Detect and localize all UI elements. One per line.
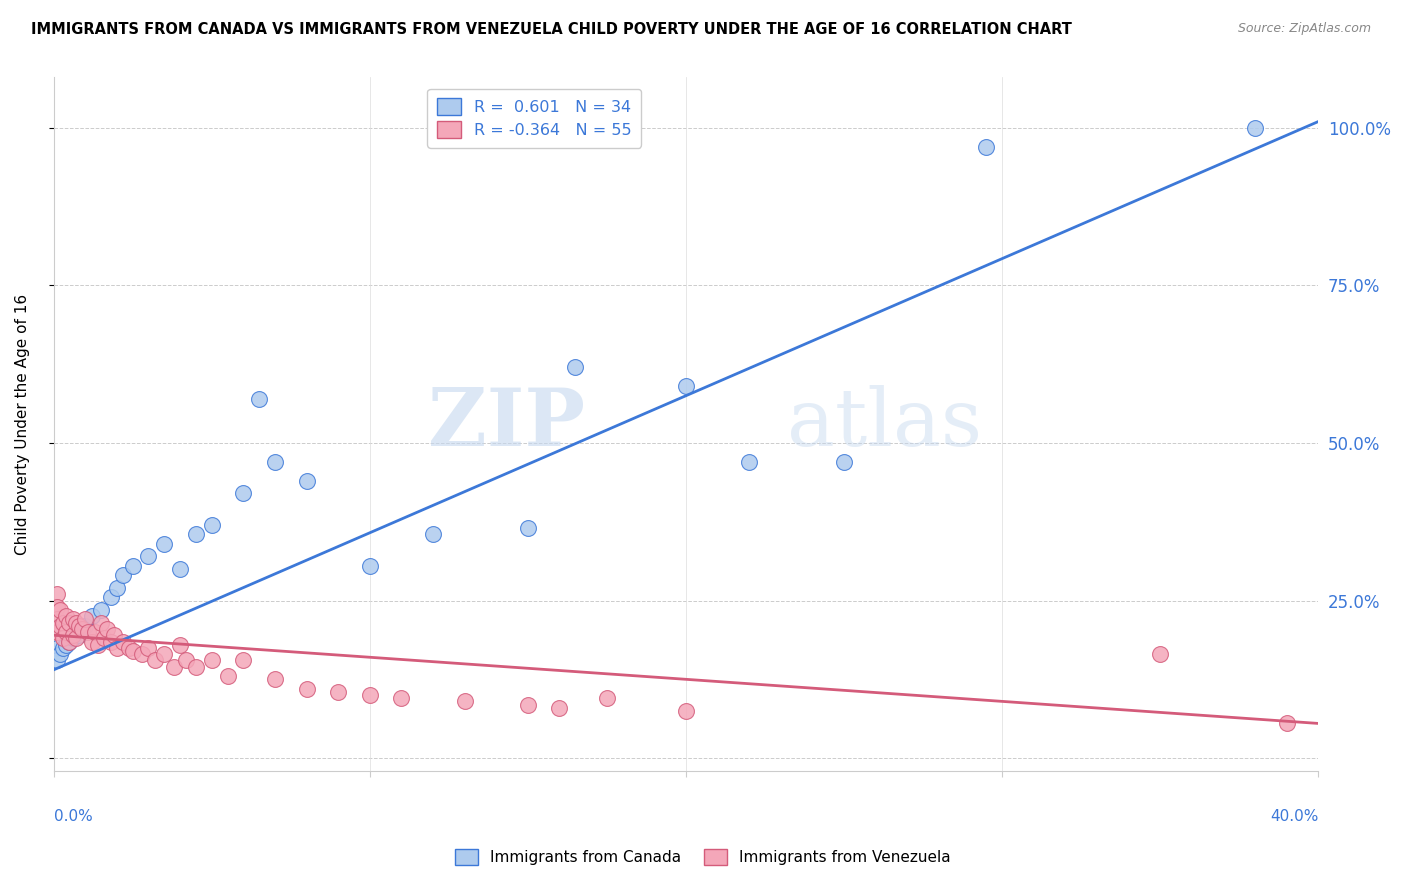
Text: atlas: atlas [787,385,983,463]
Point [70,622,93,636]
Point [93,632,115,646]
Point [176,653,198,667]
Point [328,685,350,699]
Point [49,647,72,661]
Point [138,640,160,655]
Point [52,640,75,655]
Point [100,634,122,648]
Point [45,640,67,655]
Point [75,612,97,626]
Point [143,653,166,667]
Point [232,653,254,667]
Point [675,704,697,718]
Legend: Immigrants from Canada, Immigrants from Venezuela: Immigrants from Canada, Immigrants from … [449,843,957,871]
Text: 40.0%: 40.0% [1270,809,1319,824]
Point [49,619,72,633]
Point [121,644,143,658]
Point [169,562,191,576]
Point [62,632,84,646]
Point [1275,716,1298,731]
Point [184,659,207,673]
Point [52,632,75,646]
Point [201,517,224,532]
Point [77,625,100,640]
Point [55,609,77,624]
Point [67,628,90,642]
Text: 0.0%: 0.0% [53,809,93,824]
Point [58,634,80,648]
Point [45,625,67,640]
Point [118,640,141,655]
Point [80,609,103,624]
Point [564,360,586,375]
Text: ZIP: ZIP [427,385,585,463]
Point [65,632,87,646]
Point [169,638,191,652]
Point [1244,120,1267,135]
Point [75,619,97,633]
Point [55,638,77,652]
Point [153,537,176,551]
Point [105,581,128,595]
Point [516,521,538,535]
Point [675,379,697,393]
Point [548,700,571,714]
Point [184,527,207,541]
Point [49,603,72,617]
Point [58,615,80,630]
Legend: R =  0.601   N = 34, R = -0.364   N = 55: R = 0.601 N = 34, R = -0.364 N = 55 [427,89,641,147]
Point [90,615,112,630]
Point [201,653,224,667]
Point [67,619,90,633]
Point [596,691,619,706]
Point [55,625,77,640]
Point [138,549,160,564]
Point [65,615,87,630]
Point [87,638,110,652]
Point [232,486,254,500]
Point [389,691,412,706]
Point [65,625,87,640]
Point [80,634,103,648]
Point [1149,647,1171,661]
Point [359,688,381,702]
Point [62,628,84,642]
Point [295,681,318,696]
Point [90,603,112,617]
Point [738,455,761,469]
Point [121,558,143,573]
Text: IMMIGRANTS FROM CANADA VS IMMIGRANTS FROM VENEZUELA CHILD POVERTY UNDER THE AGE : IMMIGRANTS FROM CANADA VS IMMIGRANTS FRO… [31,22,1071,37]
Point [100,591,122,605]
Point [58,634,80,648]
Point [112,568,135,582]
Point [264,455,287,469]
Point [217,669,239,683]
Point [453,694,475,708]
Y-axis label: Child Poverty Under the Age of 16: Child Poverty Under the Age of 16 [15,293,30,555]
Point [105,640,128,655]
Point [295,474,318,488]
Point [83,625,105,640]
Point [45,653,67,667]
Text: Source: ZipAtlas.com: Source: ZipAtlas.com [1237,22,1371,36]
Point [832,455,855,469]
Point [516,698,538,712]
Point [131,647,153,661]
Point [112,634,135,648]
Point [163,659,186,673]
Point [247,392,270,406]
Point [45,587,67,601]
Point [103,628,125,642]
Point [52,615,75,630]
Point [153,647,176,661]
Point [96,622,118,636]
Point [422,527,444,541]
Point [45,599,67,614]
Point [264,673,287,687]
Point [974,140,997,154]
Point [45,612,67,626]
Point [359,558,381,573]
Point [62,612,84,626]
